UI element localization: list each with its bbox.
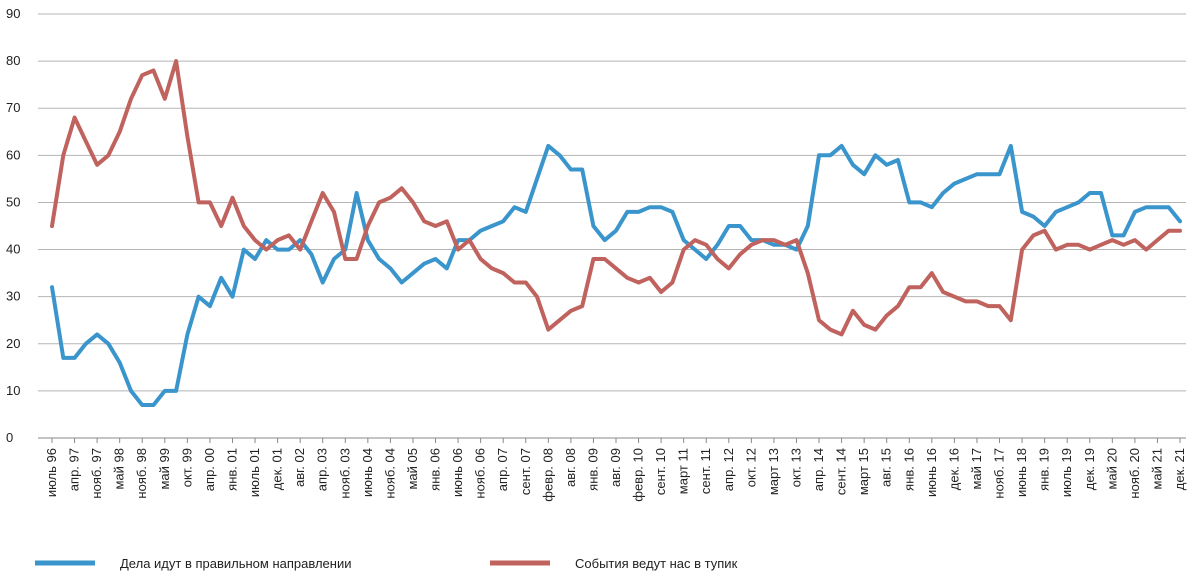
x-tick-label: окт. 13 bbox=[788, 448, 803, 487]
x-tick-label: окт. 99 bbox=[179, 448, 194, 487]
x-tick-label: нояб. 98 bbox=[134, 448, 149, 499]
x-tick-label: нояб. 06 bbox=[473, 448, 488, 499]
x-tick-label: сент. 07 bbox=[518, 448, 533, 495]
x-tick-label: апр. 97 bbox=[67, 448, 82, 491]
x-tick-label: дек. 01 bbox=[270, 448, 285, 490]
legend-label: События ведут нас в тупик bbox=[575, 556, 738, 571]
x-tick-label: нояб. 17 bbox=[992, 448, 1007, 499]
x-tick-label: авг. 02 bbox=[292, 448, 307, 487]
x-tick-label: июнь 04 bbox=[360, 448, 375, 497]
legend-label: Дела идут в правильном направлении bbox=[120, 556, 351, 571]
x-tick-label: апр. 12 bbox=[721, 448, 736, 491]
x-tick-label: дек. 21 bbox=[1172, 448, 1187, 490]
x-tick-label: янв. 09 bbox=[585, 448, 600, 491]
x-tick-label: апр. 07 bbox=[495, 448, 510, 491]
x-tick-label: нояб. 04 bbox=[382, 448, 397, 499]
x-tick-label: май 17 bbox=[969, 448, 984, 490]
y-tick-label: 0 bbox=[6, 430, 13, 445]
x-tick-label: март 11 bbox=[676, 448, 691, 494]
x-tick-label: май 21 bbox=[1149, 448, 1164, 490]
x-tick-label: июнь 06 bbox=[450, 448, 465, 497]
x-tick-label: май 98 bbox=[112, 448, 127, 490]
x-tick-label: февр. 10 bbox=[631, 448, 646, 502]
x-tick-label: янв. 01 bbox=[224, 448, 239, 491]
x-tick-label: май 99 bbox=[157, 448, 172, 490]
x-tick-label: нояб. 20 bbox=[1127, 448, 1142, 499]
x-tick-label: нояб. 03 bbox=[337, 448, 352, 499]
x-tick-label: сент. 14 bbox=[834, 448, 849, 495]
x-tick-label: янв. 19 bbox=[1037, 448, 1052, 491]
y-tick-label: 70 bbox=[6, 100, 20, 115]
y-tick-label: 50 bbox=[6, 194, 20, 209]
y-tick-label: 60 bbox=[6, 147, 20, 162]
x-tick-label: апр. 14 bbox=[811, 448, 826, 491]
y-tick-label: 10 bbox=[6, 383, 20, 398]
y-tick-label: 90 bbox=[6, 6, 20, 21]
x-tick-label: май 05 bbox=[405, 448, 420, 490]
x-tick-label: март 15 bbox=[856, 448, 871, 495]
x-tick-label: сент. 10 bbox=[653, 448, 668, 495]
series-line bbox=[50, 59, 1182, 337]
x-tick-label: окт. 12 bbox=[743, 448, 758, 487]
x-tick-label: июнь 18 bbox=[1014, 448, 1029, 497]
x-tick-label: дек. 19 bbox=[1082, 448, 1097, 490]
x-tick-label: июль 96 bbox=[44, 448, 59, 497]
x-tick-label: май 20 bbox=[1104, 448, 1119, 490]
x-tick-label: авг. 08 bbox=[563, 448, 578, 487]
x-tick-label: нояб. 97 bbox=[89, 448, 104, 499]
x-tick-label: янв. 16 bbox=[901, 448, 916, 491]
y-tick-label: 20 bbox=[6, 336, 20, 351]
y-tick-label: 40 bbox=[6, 242, 20, 257]
x-tick-label: янв. 06 bbox=[428, 448, 443, 491]
x-tick-label: июль 01 bbox=[247, 448, 262, 497]
x-tick-label: март 13 bbox=[766, 448, 781, 495]
x-tick-label: июль 19 bbox=[1059, 448, 1074, 497]
y-tick-label: 30 bbox=[6, 289, 20, 304]
x-tick-label: июнь 16 bbox=[924, 448, 939, 497]
x-tick-label: авг. 15 bbox=[879, 448, 894, 487]
x-tick-label: авг. 09 bbox=[608, 448, 623, 487]
x-tick-label: дек. 16 bbox=[946, 448, 961, 490]
x-tick-label: сент. 11 bbox=[698, 448, 713, 494]
x-tick-label: апр. 03 bbox=[315, 448, 330, 491]
x-tick-label: февр. 08 bbox=[540, 448, 555, 502]
y-tick-label: 80 bbox=[6, 53, 20, 68]
series-line bbox=[50, 143, 1182, 407]
x-tick-label: апр. 00 bbox=[202, 448, 217, 491]
